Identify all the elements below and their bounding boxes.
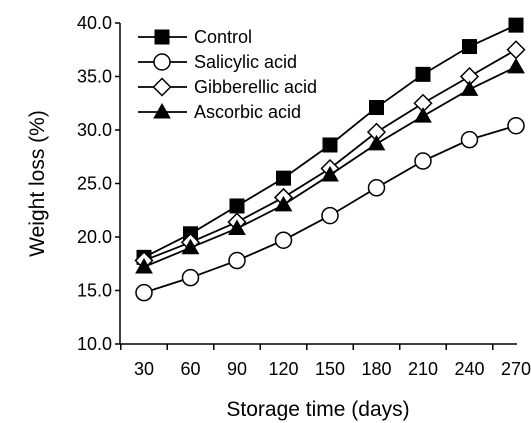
x-tick-label: 180: [361, 359, 391, 379]
data-point: [414, 152, 432, 170]
axes: 10.0 15.0 20.0 25.0 30.0 35.0 40.0 30 60 90 120 150…: [77, 13, 531, 379]
data-point: [507, 57, 525, 74]
y-axis-title: Weight loss (%): [26, 110, 49, 257]
legend: Control Salicylic acid Gibberellic acid Asc…: [138, 27, 317, 122]
series-control: [136, 17, 524, 265]
x-tick-label: 270: [501, 359, 531, 379]
x-tick-label: 210: [408, 359, 438, 379]
legend-marker: [152, 77, 172, 97]
x-axis-title: Storage time (days): [226, 398, 409, 421]
data-point: [321, 165, 339, 182]
legend-marker: [154, 29, 170, 45]
x-tick-label: 90: [227, 359, 247, 379]
legend-entry: Control: [138, 27, 252, 47]
data-point: [274, 195, 293, 212]
legend-label: Salicylic acid: [194, 52, 297, 72]
data-point: [462, 39, 477, 55]
data-point: [415, 66, 431, 82]
x-tick-label: 150: [315, 359, 345, 379]
x-tick-label: 60: [180, 359, 200, 379]
data-point: [414, 107, 432, 123]
data-point: [135, 257, 153, 274]
legend-entry: Salicylic acid: [138, 52, 297, 72]
series-layer: [134, 17, 526, 302]
series-ascorbic-acid: [135, 57, 525, 274]
data-point: [229, 198, 245, 214]
data-point: [274, 231, 293, 249]
data-point: [276, 170, 291, 186]
y-tick-label: 25.0: [77, 174, 112, 194]
data-point: [508, 17, 524, 33]
data-point: [321, 206, 339, 225]
x-tick-label: 120: [268, 359, 298, 379]
x-tick-label: 30: [134, 359, 154, 379]
data-point: [460, 80, 479, 96]
data-point: [460, 130, 479, 149]
legend-label: Gibberellic acid: [194, 77, 317, 97]
data-point: [507, 116, 525, 135]
data-point: [228, 219, 246, 235]
y-tick-label: 40.0: [77, 13, 112, 33]
data-point: [181, 268, 200, 287]
y-tick-label: 10.0: [77, 334, 112, 354]
y-tick-label: 35.0: [77, 67, 112, 87]
legend-marker: [153, 53, 171, 71]
legend-marker: [153, 102, 171, 119]
y-tick-label: 30.0: [77, 120, 112, 140]
data-point: [322, 137, 338, 153]
legend-entry: Ascorbic acid: [138, 102, 301, 122]
legend-entry: Gibberellic acid: [138, 77, 317, 97]
data-point: [506, 40, 526, 60]
series-salicylic-acid: [135, 116, 525, 302]
legend-label: Control: [194, 27, 252, 47]
data-point: [367, 134, 386, 151]
data-point: [228, 251, 246, 270]
data-point: [181, 238, 200, 255]
x-tick-label: 240: [454, 359, 484, 379]
legend-label: Ascorbic acid: [194, 102, 301, 122]
data-point: [369, 100, 384, 116]
data-point: [135, 283, 153, 302]
y-tick-label: 20.0: [77, 227, 112, 247]
data-point: [367, 179, 386, 197]
y-tick-label: 15.0: [77, 281, 112, 301]
